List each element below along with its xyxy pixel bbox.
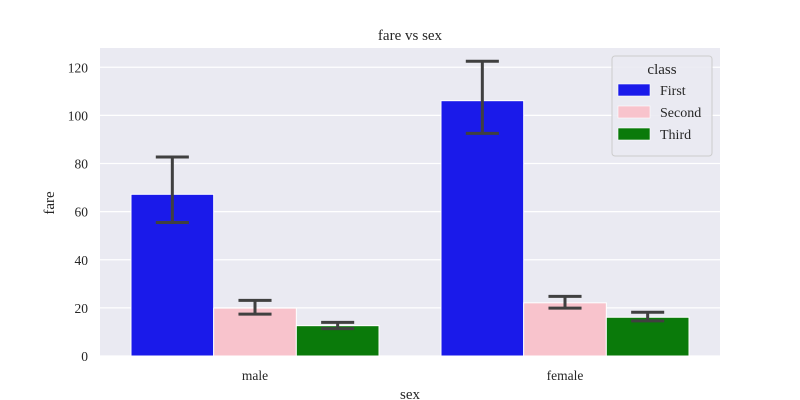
x-axis-ticks: male female [242,368,583,383]
y-tick-label: 120 [68,60,89,75]
y-axis-ticks: 0 20 40 60 80 100 120 [68,60,89,364]
y-tick-label: 80 [75,157,89,172]
legend-label-second: Second [660,106,701,121]
x-tick-label: male [242,368,268,383]
legend: class First Second Third [611,55,713,157]
bar-third-female [605,316,690,357]
bar-second-female [523,302,607,357]
error-bars [155,59,665,331]
y-tick-label: 40 [75,253,89,268]
bar-third-male [295,325,380,357]
legend-swatch-first [617,83,651,97]
x-axis-label: sex [400,387,420,400]
y-tick-label: 60 [75,205,89,220]
legend-swatch-second [617,105,651,119]
bar-second-male [213,307,297,357]
y-axis-label: fare [42,191,58,215]
y-tick-label: 100 [68,108,89,123]
y-tick-label: 0 [81,349,88,364]
legend-label-third: Third [660,128,691,143]
bar-first-female [440,100,525,357]
chart-title: fare vs sex [378,28,443,44]
x-tick-label: female [547,368,584,383]
legend-title: class [647,62,676,78]
legend-label-first: First [660,84,686,99]
y-tick-label: 20 [75,301,89,316]
legend-swatch-third [617,127,651,141]
